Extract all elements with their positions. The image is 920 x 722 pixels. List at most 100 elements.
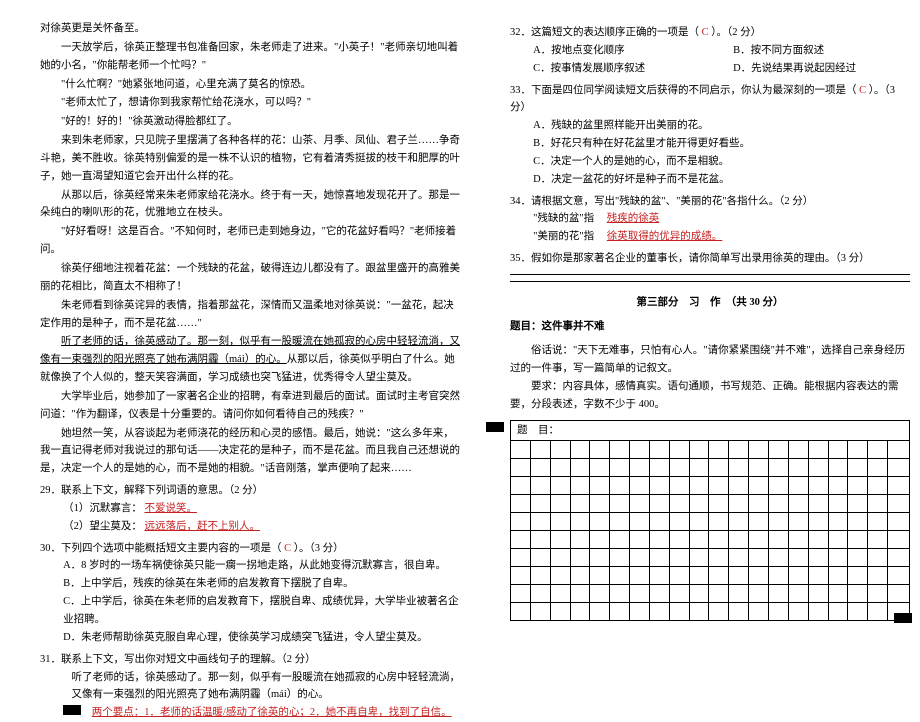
answer-letter: C	[284, 543, 291, 554]
blank-line	[510, 281, 910, 282]
grid-cell	[669, 549, 689, 567]
q34-line1: "残缺的盆"指 残疾的徐英	[533, 210, 910, 228]
q-stem: 35．假如你是那家著名企业的董事长，请你简单写出录用徐英的理由。（3 分）	[510, 250, 910, 268]
grid-cell	[749, 585, 769, 603]
stem-part: ）。（3 分）	[294, 543, 344, 554]
grid-cell	[848, 477, 868, 495]
grid-cell	[630, 549, 650, 567]
grid-cell	[828, 585, 848, 603]
option-row: A．按地点变化顺序 B．按不同方面叙述	[510, 42, 910, 60]
grid-cell	[511, 495, 531, 513]
grid-cell	[888, 531, 910, 549]
grid-cell	[868, 567, 888, 585]
grid-cell	[511, 513, 531, 531]
grid-cell	[610, 495, 630, 513]
grid-row	[511, 585, 910, 603]
label: （1）沉默寡言：	[63, 503, 142, 514]
grid-cell	[808, 531, 828, 549]
option-c: C．上中学后，徐英在朱老师的启发教育下，摆脱自卑、成绩优异，大学毕业被著名企业招…	[63, 593, 460, 629]
grid-cell	[788, 459, 808, 477]
grid-row	[511, 567, 910, 585]
grid-cell	[669, 585, 689, 603]
grid-cell	[649, 513, 669, 531]
grid-cell	[530, 585, 550, 603]
grid-cell	[868, 531, 888, 549]
grid-cell	[788, 495, 808, 513]
grid-cell	[768, 585, 788, 603]
grid-cell	[630, 513, 650, 531]
option-a: A．8 岁时的一场车祸使徐英只能一瘸一拐地走路，从此她变得沉默寡言，很自卑。	[63, 557, 460, 575]
grid-cell	[788, 549, 808, 567]
grid-cell	[828, 459, 848, 477]
grid-cell	[570, 549, 590, 567]
grid-cell	[788, 603, 808, 621]
grid-cell	[729, 531, 749, 549]
grid-cell	[729, 441, 749, 459]
answer-text: 残疾的徐英	[597, 213, 670, 224]
grid-cell	[669, 477, 689, 495]
essay-title-label: 题目：	[510, 321, 542, 332]
grid-cell	[649, 495, 669, 513]
grid-cell	[768, 495, 788, 513]
grid-cell	[570, 585, 590, 603]
grid-cell	[590, 585, 610, 603]
grid-cell	[888, 495, 910, 513]
grid-cell	[511, 585, 531, 603]
grid-cell	[808, 585, 828, 603]
q-stem: 30．下列四个选项中能概括短文主要内容的一项是（ C ）。（3 分）	[40, 540, 460, 558]
grid-cell	[709, 513, 729, 531]
grid-cell	[808, 477, 828, 495]
grid-cell	[709, 495, 729, 513]
answer-letter: C	[702, 27, 709, 38]
grid-cell	[689, 513, 709, 531]
grid-cell	[530, 567, 550, 585]
grid-cell	[768, 603, 788, 621]
option-d: D．决定一盆花的好坏是种子而不是花盆。	[533, 171, 910, 189]
grid-cell	[768, 441, 788, 459]
grid-cell	[768, 513, 788, 531]
grid-cell	[848, 603, 868, 621]
grid-cell	[590, 441, 610, 459]
grid-cell	[649, 603, 669, 621]
grid-cell	[610, 567, 630, 585]
grid-cell	[630, 531, 650, 549]
right-column: 32．这篇短文的表达顺序正确的一项是（ C ）。（2 分） A．按地点变化顺序 …	[510, 20, 910, 631]
grid-cell	[788, 513, 808, 531]
grid-cell	[610, 513, 630, 531]
grid-cell	[709, 603, 729, 621]
grid-cell	[808, 441, 828, 459]
q-stem: 31．联系上下文，写出你对短文中画线句子的理解。（2 分）	[40, 651, 460, 669]
essay-para: 俗话说："天下无难事，只怕有心人。"请你紧紧围绕"并不难"，选择自己亲身经历过的…	[510, 342, 910, 378]
grid-cell	[749, 459, 769, 477]
grid-cell	[570, 441, 590, 459]
grid-cell	[808, 603, 828, 621]
grid-cell	[630, 495, 650, 513]
grid-cell	[868, 549, 888, 567]
grid-cell	[590, 567, 610, 585]
option-c: C．按事情发展顺序叙述	[533, 60, 710, 78]
grid-cell	[729, 549, 749, 567]
grid-cell	[888, 585, 910, 603]
black-marker	[894, 613, 912, 623]
grid-cell	[630, 477, 650, 495]
grid-cell	[808, 495, 828, 513]
grid-cell	[749, 531, 769, 549]
grid-cell	[788, 531, 808, 549]
option-d: D．先说结果再说起因经过	[733, 60, 910, 78]
answer-text: 不爱说笑。	[144, 503, 197, 514]
grid-cell	[788, 441, 808, 459]
grid-cell	[848, 549, 868, 567]
grid-cell	[768, 531, 788, 549]
grid-cell	[828, 549, 848, 567]
grid-cell	[630, 585, 650, 603]
section-header: 第三部分 习 作 （共 30 分）	[510, 294, 910, 312]
grid-cell	[768, 567, 788, 585]
grid-cell	[570, 603, 590, 621]
q-stem: 29．联系上下文，解释下列词语的意思。（2 分）	[40, 482, 460, 500]
option-a: A．残缺的盆里照样能开出美丽的花。	[533, 117, 910, 135]
grid-cell	[570, 567, 590, 585]
essay-title: 这件事并不难	[542, 321, 605, 332]
grid-cell	[709, 585, 729, 603]
question-29: 29．联系上下文，解释下列词语的意思。（2 分） （1）沉默寡言： 不爱说笑。 …	[40, 482, 460, 536]
grid-cell	[749, 603, 769, 621]
